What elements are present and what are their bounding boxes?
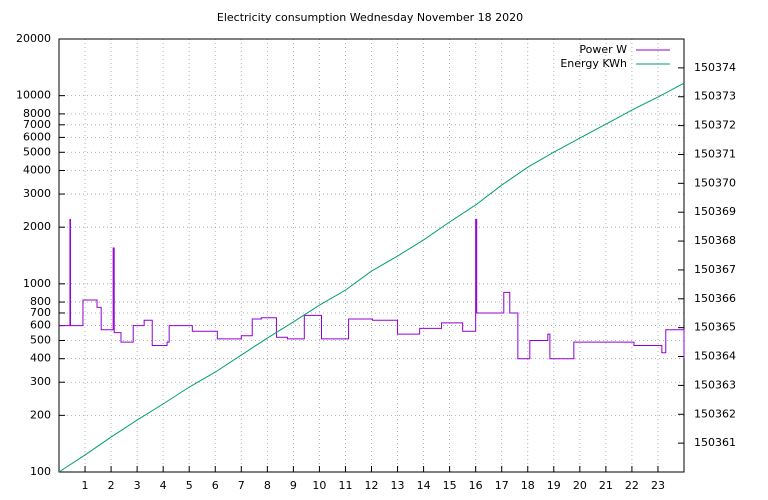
y-tick-label: 2000 xyxy=(23,220,51,233)
y2-tick-label: 150367 xyxy=(694,263,736,276)
y-tick-label: 6000 xyxy=(23,130,51,143)
y-tick-label: 5000 xyxy=(23,145,51,158)
x-tick-label: 6 xyxy=(212,479,219,492)
x-tick-label: 2 xyxy=(108,479,115,492)
y-tick-label: 700 xyxy=(30,306,51,319)
x-tick-label: 14 xyxy=(417,479,431,492)
x-tick-label: 8 xyxy=(264,479,271,492)
x-tick-label: 10 xyxy=(312,479,326,492)
legend-label: Power W xyxy=(579,43,627,56)
x-tick-label: 13 xyxy=(391,479,405,492)
x-tick-label: 3 xyxy=(134,479,141,492)
x-tick-label: 5 xyxy=(186,479,193,492)
y2-tick-label: 150362 xyxy=(694,407,736,420)
x-tick-label: 1 xyxy=(82,479,89,492)
y-tick-label: 4000 xyxy=(23,164,51,177)
y-tick-label: 3000 xyxy=(23,187,51,200)
x-tick-label: 19 xyxy=(547,479,561,492)
x-tick-label: 16 xyxy=(469,479,483,492)
x-tick-label: 17 xyxy=(495,479,509,492)
y2-tick-label: 150363 xyxy=(694,378,736,391)
y2-tick-label: 150373 xyxy=(694,90,736,103)
x-tick-label: 4 xyxy=(160,479,167,492)
y2-tick-label: 150361 xyxy=(694,436,736,449)
y-tick-label: 300 xyxy=(30,375,51,388)
y-tick-label: 400 xyxy=(30,352,51,365)
y-tick-label: 100 xyxy=(30,465,51,478)
y-tick-label: 200 xyxy=(30,408,51,421)
chart-title: Electricity consumption Wednesday Novemb… xyxy=(217,11,523,24)
x-tick-label: 12 xyxy=(365,479,379,492)
data-line xyxy=(58,82,685,473)
y-tick-label: 10000 xyxy=(16,89,51,102)
x-tick-label: 7 xyxy=(238,479,245,492)
x-tick-label: 9 xyxy=(290,479,297,492)
y-tick-label: 8000 xyxy=(23,107,51,120)
y-tick-label: 1000 xyxy=(23,277,51,290)
y2-tick-label: 150366 xyxy=(694,292,736,305)
x-tick-label: 15 xyxy=(443,479,457,492)
x-tick-label: 11 xyxy=(338,479,352,492)
y-tick-label: 7000 xyxy=(23,118,51,131)
y2-tick-label: 150372 xyxy=(694,119,736,132)
y2-tick-label: 150370 xyxy=(694,176,736,189)
x-tick-label: 21 xyxy=(599,479,613,492)
y2-tick-label: 150365 xyxy=(694,321,736,334)
x-tick-label: 20 xyxy=(573,479,587,492)
y-tick-label: 20000 xyxy=(16,32,51,45)
y-tick-label: 500 xyxy=(30,333,51,346)
y2-tick-label: 150368 xyxy=(694,234,736,247)
y-tick-label: 600 xyxy=(30,319,51,332)
data-line xyxy=(59,218,685,360)
x-tick-label: 18 xyxy=(521,479,535,492)
plot-frame xyxy=(58,38,685,473)
y2-tick-label: 150369 xyxy=(694,205,736,218)
y-tick-label: 800 xyxy=(30,295,51,308)
x-tick-label: 22 xyxy=(625,479,639,492)
y2-tick-label: 150371 xyxy=(694,147,736,160)
y2-tick-label: 150374 xyxy=(694,61,736,74)
x-tick-label: 23 xyxy=(651,479,665,492)
legend-label: Energy KWh xyxy=(560,57,627,70)
y2-tick-label: 150364 xyxy=(694,350,736,363)
